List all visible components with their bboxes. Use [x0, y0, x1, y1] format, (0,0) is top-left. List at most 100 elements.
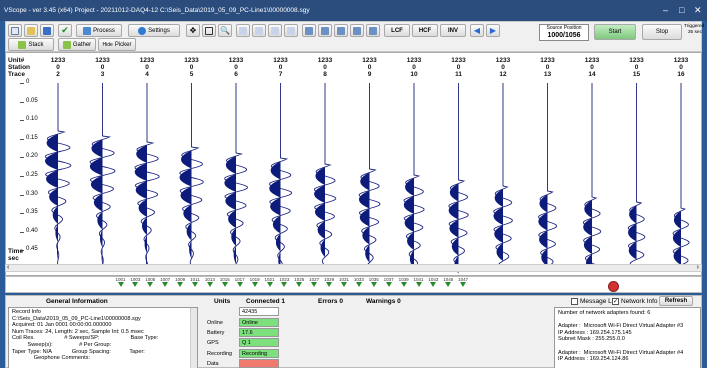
info-line: Sweep(s): # Per Group: [12, 341, 112, 348]
trace-unit: 1233 [50, 57, 66, 64]
open-folder-icon[interactable] [24, 24, 38, 37]
flag-icon [430, 282, 437, 287]
start-button[interactable]: Start [594, 24, 636, 40]
station-marker[interactable]: 1015 [218, 277, 231, 287]
station-marker[interactable]: 1021 [263, 277, 276, 287]
fill-icon[interactable] [318, 24, 332, 37]
filter-icon[interactable] [366, 24, 380, 37]
trace-fill [628, 223, 637, 242]
station-marker-label: 1021 [264, 277, 275, 282]
trace-fill [144, 235, 147, 253]
trace-column-header: 1233 0 11 [447, 57, 471, 78]
station-marker[interactable]: 1019 [248, 277, 261, 287]
inv-button[interactable]: INV [440, 24, 466, 37]
time-down-icon[interactable] [236, 24, 250, 37]
picker-button[interactable]: Hide Picker [98, 38, 136, 51]
horizontal-scrollbar[interactable]: ‹ › [5, 264, 702, 272]
time-tick-label: 0.40 [26, 227, 38, 234]
new-icon[interactable] [8, 24, 22, 37]
station-marker-label: 1011 [190, 277, 200, 282]
station-marker[interactable]: 1045 [442, 277, 455, 287]
trace-fill [365, 244, 370, 263]
station-marker[interactable]: 1033 [352, 277, 365, 287]
station-marker[interactable]: 1007 [159, 277, 172, 287]
units-title: Units [214, 298, 231, 305]
trace-fill [673, 247, 681, 265]
time-tick-mark [20, 176, 24, 177]
scale-icon[interactable] [350, 24, 364, 37]
flag-icon [117, 282, 124, 287]
gather-button[interactable]: Gather [58, 38, 96, 51]
hcf-button[interactable]: HCF [412, 24, 438, 37]
station-marker[interactable]: 1025 [293, 277, 306, 287]
station-marker[interactable]: 1003 [129, 277, 142, 287]
station-marker-label: 1005 [145, 277, 156, 282]
close-icon[interactable]: ✕ [694, 5, 702, 15]
station-marker[interactable]: 1041 [412, 277, 425, 287]
station-marker[interactable]: 1035 [367, 277, 380, 287]
station-marker[interactable]: 1017 [233, 277, 246, 287]
station-marker[interactable]: 1043 [427, 277, 440, 287]
zoom-box-icon[interactable] [202, 24, 216, 37]
station-marker[interactable]: 1001 [114, 277, 127, 287]
settings-button[interactable]: Settings [128, 24, 180, 37]
station-marker[interactable]: 1013 [203, 277, 216, 287]
trace-trace: 12 [499, 71, 507, 78]
network-info-toggle[interactable]: ✓ Network Info [612, 297, 658, 306]
seismic-trace-view[interactable]: Unit# Station Trace 1233 0 2 1233 0 3 1233 0 4 12… [5, 52, 702, 276]
gain-down-icon[interactable] [268, 24, 282, 37]
pan-icon[interactable]: ✥ [186, 24, 200, 37]
trace-unit: 1233 [228, 57, 244, 64]
stop-button[interactable]: Stop [642, 24, 682, 40]
station-marker-label: 1037 [383, 277, 394, 282]
process-button[interactable]: Process [76, 24, 122, 37]
status-key: Recording [207, 350, 233, 357]
station-marker[interactable]: 1009 [174, 277, 187, 287]
network-info-checkbox[interactable]: ✓ [612, 298, 619, 305]
station-marker[interactable]: 1011 [189, 277, 202, 287]
status-row: Online Online [203, 318, 284, 328]
trace-fill [225, 192, 236, 210]
start-label: Start [608, 29, 622, 35]
save-icon[interactable] [40, 24, 54, 37]
station-marker[interactable]: 1037 [382, 277, 395, 287]
station-marker[interactable]: 1005 [144, 277, 157, 287]
message-list-checkbox[interactable] [571, 298, 578, 305]
station-marker[interactable]: 1029 [323, 277, 336, 287]
message-list-toggle[interactable]: Message List [571, 297, 618, 306]
unit-header: Unit# [8, 57, 25, 64]
stack-button[interactable]: Stack [8, 38, 54, 51]
scroll-left-icon[interactable]: ‹ [7, 264, 10, 271]
station-marker[interactable]: 1023 [278, 277, 291, 287]
prev-arrow-icon[interactable]: ◀ [470, 24, 484, 37]
wiggle-icon[interactable] [302, 24, 316, 37]
refresh-button[interactable]: Refresh [659, 296, 693, 306]
trace-wiggle [582, 83, 602, 269]
gain-up-icon[interactable] [284, 24, 298, 37]
next-arrow-icon[interactable]: ▶ [486, 24, 500, 37]
triggered-label: Triggered [684, 24, 705, 29]
scroll-right-icon[interactable]: › [696, 264, 699, 271]
station-marker[interactable]: 1047 [457, 277, 470, 287]
trace-column-header: 1233 0 3 [91, 57, 115, 78]
check-icon[interactable]: ✔ [58, 24, 72, 37]
station-marker[interactable]: 1027 [308, 277, 321, 287]
lcf-button[interactable]: LCF [384, 24, 410, 37]
maximize-icon[interactable]: □ [679, 5, 685, 15]
trace-trace: 5 [189, 71, 194, 78]
general-info-scrollbar[interactable] [190, 308, 197, 368]
network-line [558, 343, 697, 350]
trace-trace: 7 [278, 71, 283, 78]
trace-fill [358, 190, 370, 209]
zoom-icon[interactable]: 🔍 [218, 24, 232, 37]
station-marker[interactable]: 1039 [397, 277, 410, 287]
trace-fill [672, 229, 681, 247]
status-key: Data [207, 360, 219, 367]
trace-column-header: 1233 0 5 [180, 57, 204, 78]
station-marker[interactable]: 1031 [338, 277, 351, 287]
status-key: GPS [207, 340, 219, 347]
clip-icon[interactable] [334, 24, 348, 37]
time-up-icon[interactable] [252, 24, 266, 37]
trace-wiggle [224, 83, 248, 269]
minimize-icon[interactable]: – [663, 5, 669, 15]
